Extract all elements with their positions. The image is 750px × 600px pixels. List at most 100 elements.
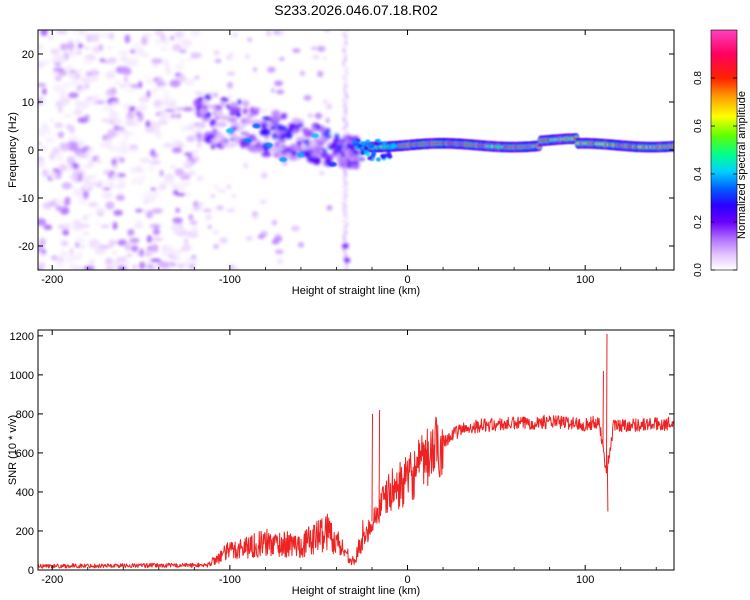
spectrogram-cell: [225, 55, 233, 61]
spectrogram-cell: [192, 225, 199, 234]
spectrogram-cell: [126, 131, 135, 136]
spectrogram-cell: [117, 265, 127, 270]
spectrogram-cell: [156, 78, 165, 82]
spectrogram-cell: [101, 192, 113, 199]
spectrogram-cell: [174, 168, 185, 177]
spectrogram-cell: [267, 66, 276, 73]
spectrogram-cell: [145, 120, 151, 128]
spectrogram-cell: [106, 141, 112, 147]
spectrogram-cell: [280, 139, 287, 144]
spectrogram-cell: [344, 133, 348, 136]
spectrogram-cell: [214, 184, 219, 190]
spectrogram-cell: [227, 117, 238, 123]
spectrogram-cell: [341, 243, 349, 249]
spectrogram-cell: [374, 141, 380, 146]
spectrogram-cell: [174, 31, 185, 38]
snr-background: [38, 330, 674, 570]
spectrogram-cell: [123, 75, 129, 83]
spectrogram-cell: [60, 87, 68, 96]
spectrogram-cell: [139, 157, 151, 163]
spectrogram-cell: [227, 81, 233, 89]
spectrogram-cell: [101, 118, 113, 123]
spectrogram-cell: [110, 101, 122, 106]
spectrogram-cell: [314, 112, 323, 120]
spectrogram-cell: [344, 156, 348, 159]
spectrogram-noise: [38, 30, 369, 270]
spectrogram-cell: [65, 65, 74, 71]
spectrogram-cell: [319, 134, 325, 140]
spectrogram-x-tick-label: 0: [404, 274, 410, 286]
spectrogram-cell: [303, 95, 312, 101]
spectrogram-cell: [102, 187, 111, 191]
spectrogram-cell: [160, 33, 166, 41]
spectrogram-cell: [245, 118, 252, 125]
spectrogram-cell: [134, 47, 145, 56]
spectrogram-cell: [342, 240, 347, 243]
spectrogram-cell: [52, 67, 65, 72]
spectrogram-cell: [342, 47, 346, 50]
spectrogram-cell: [158, 182, 167, 191]
spectrogram-cell: [323, 99, 328, 104]
spectrogram-cell: [146, 90, 151, 98]
spectrogram-cell: [345, 130, 349, 133]
spectrogram-cell: [231, 267, 240, 270]
spectrogram-cell: [69, 247, 74, 255]
spectrogram-cell: [186, 159, 193, 167]
spectrogram-cell: [344, 107, 348, 110]
spectrogram-cell: [344, 162, 348, 165]
spectrogram-cell: [342, 179, 347, 182]
spectrogram-cell: [231, 193, 237, 199]
spectrogram-cell: [212, 110, 218, 117]
spectrogram-cell: [144, 126, 155, 134]
spectrogram-cell: [309, 139, 318, 147]
spectrogram-cell: [253, 67, 257, 72]
spectrogram-cell: [197, 121, 204, 129]
spectrogram-cell: [275, 133, 281, 136]
spectrogram-cell: [244, 54, 250, 59]
spectrogram-cell: [113, 209, 123, 216]
snr-y-tick-label: 0: [28, 565, 34, 577]
spectrogram-cell: [147, 263, 155, 270]
spectrogram-cell: [89, 76, 99, 82]
spectrogram-cell: [88, 201, 99, 208]
spectrogram-cell: [41, 97, 46, 106]
spectrogram-cell: [81, 77, 92, 84]
spectrogram-cell: [57, 131, 65, 138]
spectrogram-cell: [164, 181, 177, 186]
spectrogram-cell: [68, 135, 79, 141]
colorbar-tick-label: 0.8: [693, 71, 704, 85]
spectrogram-cell: [56, 256, 65, 264]
spectrogram-cell: [344, 254, 348, 257]
spectrogram-cell: [113, 80, 122, 86]
spectrogram-cell: [342, 64, 346, 67]
spectrogram-cell: [199, 107, 207, 116]
spectrogram-cell: [180, 127, 188, 131]
spectrogram-cell: [38, 156, 45, 162]
spectrogram-cell: [289, 125, 295, 133]
spectrogram-cell: [38, 218, 47, 226]
spectrogram-cell: [363, 146, 369, 151]
spectrogram-cell: [111, 158, 118, 165]
spectrogram-cell: [240, 123, 246, 129]
spectrogram-cell: [125, 111, 135, 121]
spectrogram-cell: [170, 113, 177, 119]
spectrogram-cell: [103, 169, 111, 176]
spectrogram-cell: [78, 197, 88, 206]
spectrogram-cell: [226, 208, 236, 213]
spectrogram-cell: [266, 30, 272, 37]
spectrogram-cell: [131, 245, 139, 252]
spectrogram-cell: [344, 84, 348, 87]
spectrogram-cell: [261, 130, 271, 137]
chart-title: S233.2026.046.07.18.R02: [274, 2, 438, 18]
colorbar-label: Normalized spectral amplitude: [736, 91, 748, 239]
spectrogram-cell: [85, 70, 91, 78]
spectrogram-x-tick-label: 100: [576, 274, 594, 286]
spectrogram-cell: [84, 84, 90, 89]
spectrogram-cell: [343, 55, 347, 59]
spectrogram-cell: [322, 148, 327, 155]
spectrogram-cell: [352, 139, 358, 145]
spectrogram-cell: [254, 213, 258, 220]
spectrogram-cell: [217, 189, 227, 193]
spectrogram-cell: [343, 251, 347, 254]
colorbar-tick-label: 0.2: [693, 215, 704, 229]
